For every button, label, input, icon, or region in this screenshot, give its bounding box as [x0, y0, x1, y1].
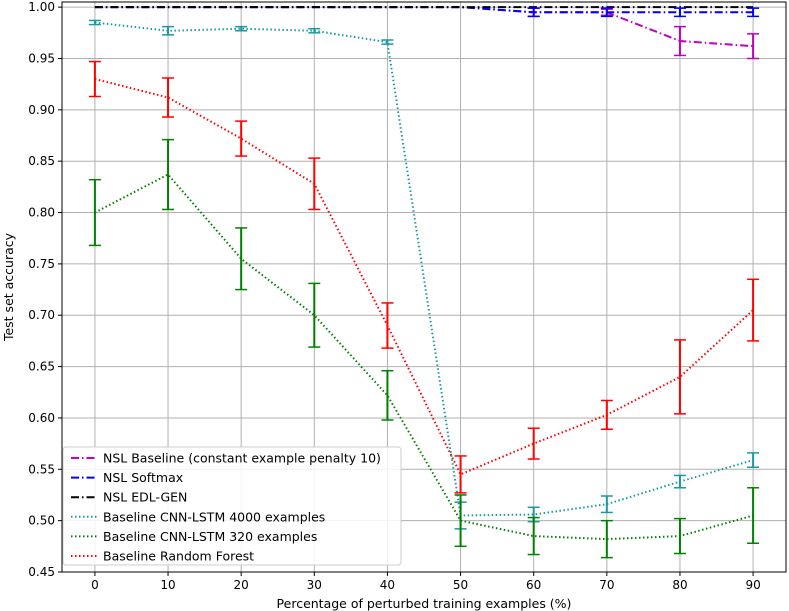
x-tick-label: 70	[599, 578, 614, 592]
legend-label: NSL Baseline (constant example penalty 1…	[103, 451, 381, 466]
series-line	[94, 173, 754, 541]
y-tick-label: 0.60	[28, 411, 55, 425]
y-tick-label: 0.75	[28, 257, 55, 271]
legend-label: NSL EDL-GEN	[103, 490, 187, 505]
series-group	[94, 6, 754, 541]
x-tick-label: 30	[307, 578, 322, 592]
x-tick-label: 50	[453, 578, 468, 592]
legend-label: Baseline CNN-LSTM 320 examples	[103, 529, 317, 544]
x-tick-label: 40	[380, 578, 395, 592]
y-tick-label: 0.65	[28, 360, 55, 374]
x-tick-label: 60	[526, 578, 541, 592]
x-tick-label: 10	[160, 578, 175, 592]
y-tick-label: 0.95	[28, 51, 55, 65]
y-tick-label: 0.55	[28, 462, 55, 476]
legend-label: Baseline Random Forest	[103, 549, 254, 564]
x-tick-label: 80	[672, 578, 687, 592]
errorbar-group	[88, 7, 760, 559]
y-tick-label: 0.45	[28, 565, 55, 579]
y-tick-label: 1.00	[28, 0, 55, 14]
plot-frame	[61, 1, 787, 573]
y-axis-label: Test set accuracy	[1, 232, 16, 342]
y-tick-label: 0.80	[28, 206, 55, 220]
series-line	[94, 78, 754, 476]
legend-label: Baseline CNN-LSTM 4000 examples	[103, 509, 325, 524]
legend-box	[62, 446, 402, 566]
y-tick-label: 0.50	[28, 514, 55, 528]
y-tick-label: 0.70	[28, 308, 55, 322]
x-tick-label: 90	[745, 578, 760, 592]
series-line	[94, 21, 754, 517]
x-tick-label: 20	[234, 578, 249, 592]
x-axis-label: Percentage of perturbed training example…	[277, 596, 572, 611]
y-tick-label: 0.85	[28, 154, 55, 168]
x-tick-label: 0	[91, 578, 99, 592]
legend: NSL Baseline (constant example penalty 1…	[62, 446, 402, 566]
legend-label: NSL Softmax	[103, 470, 183, 485]
y-tick-label: 0.90	[28, 103, 55, 117]
ticks: 0 10 20 30 40 50 60 70 80 90 0.45 0.50 0.55 0.60 0.65 0…	[28, 0, 760, 592]
